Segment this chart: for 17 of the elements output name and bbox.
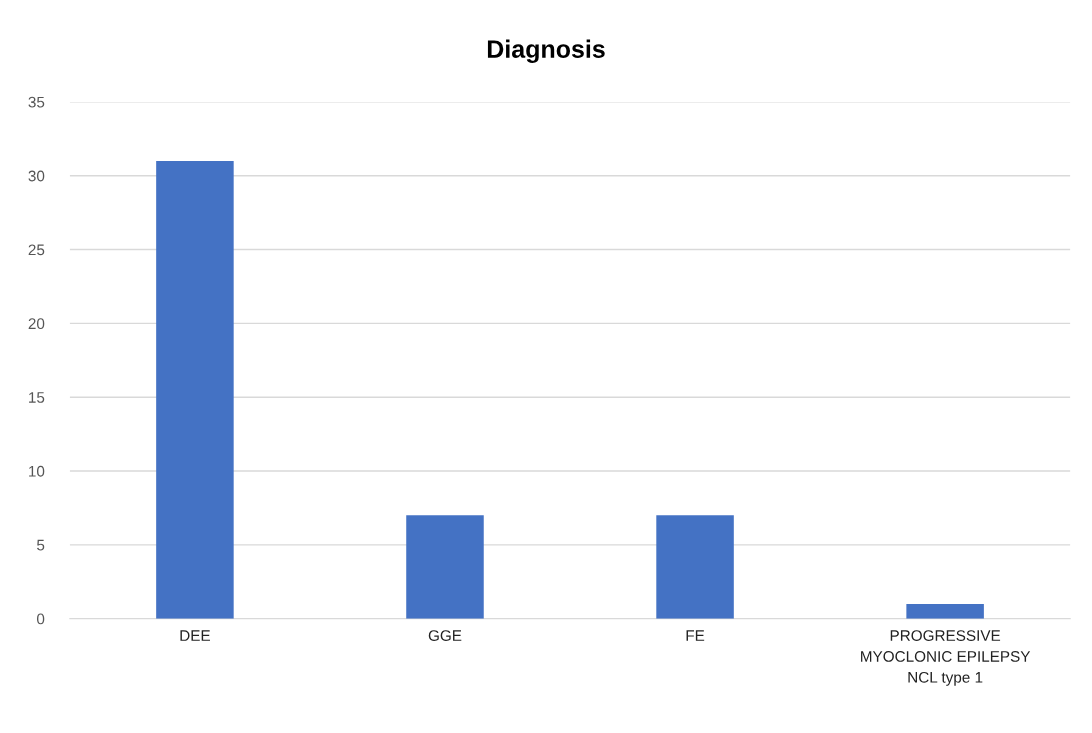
chart-title: Diagnosis xyxy=(487,39,605,64)
bar xyxy=(156,160,234,619)
y-tick-label: 0 xyxy=(36,613,45,625)
x-tick-label: DEE xyxy=(180,630,210,641)
y-tick-label: 15 xyxy=(29,392,45,403)
y-tick-label: 5 xyxy=(37,539,45,551)
y-tick-label: 35 xyxy=(28,96,45,108)
y-tick-label: 25 xyxy=(28,244,45,256)
bar xyxy=(906,603,984,619)
bar xyxy=(406,515,484,619)
y-tick-label: 30 xyxy=(28,170,45,182)
x-tick-label: PROGRESSIVE MYOCLONIC EPILEPSY NCL type 1 xyxy=(861,630,1031,686)
x-tick-label: GGE xyxy=(428,630,462,641)
bar xyxy=(656,515,734,619)
x-tick-label: FE xyxy=(686,630,705,641)
y-tick-label: 10 xyxy=(29,465,45,477)
y-tick-label: 20 xyxy=(28,318,45,330)
